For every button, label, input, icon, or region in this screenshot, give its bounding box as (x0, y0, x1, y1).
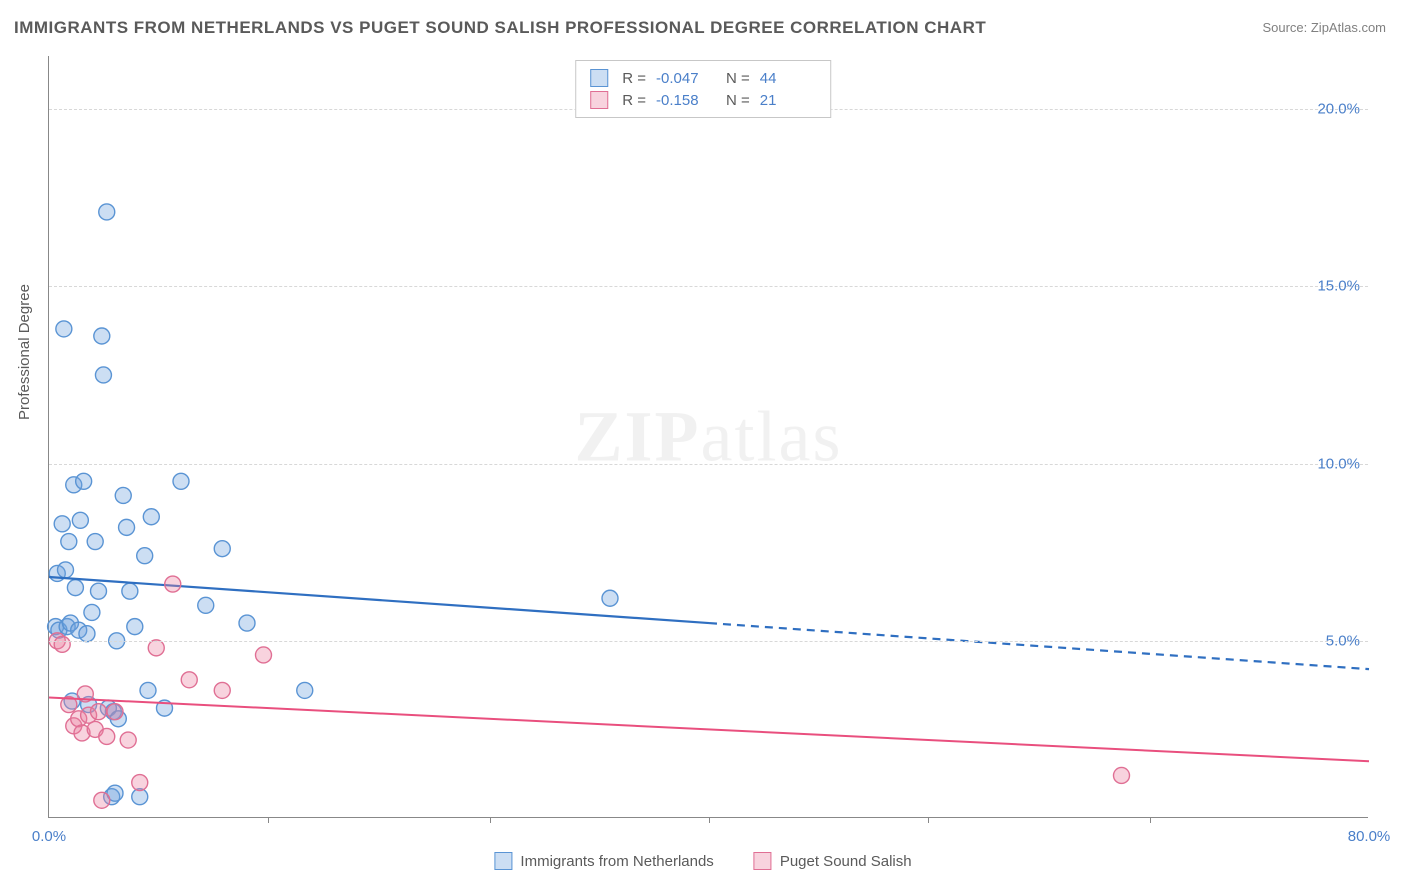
data-point (120, 732, 136, 748)
gridline (49, 641, 1368, 642)
x-tick-mark (928, 817, 929, 823)
data-point (239, 615, 255, 631)
legend-series-label: Puget Sound Salish (780, 853, 912, 870)
data-point (58, 562, 74, 578)
legend-stat-row: R = -0.047 N = 44 (590, 67, 816, 89)
legend-swatch (494, 852, 512, 870)
data-point (72, 512, 88, 528)
data-point (94, 792, 110, 808)
legend-series-label: Immigrants from Netherlands (520, 853, 713, 870)
data-point (181, 672, 197, 688)
source-label: Source: ZipAtlas.com (1262, 20, 1386, 35)
r-label: R = (622, 92, 646, 109)
data-point (148, 640, 164, 656)
legend-series-item: Immigrants from Netherlands (494, 852, 713, 870)
data-point (140, 682, 156, 698)
data-point (54, 516, 70, 532)
data-point (165, 576, 181, 592)
data-point (54, 636, 70, 652)
r-value: -0.158 (656, 92, 712, 109)
data-point (56, 321, 72, 337)
x-tick-mark (709, 817, 710, 823)
data-point (143, 509, 159, 525)
r-label: R = (622, 70, 646, 87)
data-point (67, 580, 83, 596)
plot-area: ZIPatlas 5.0%10.0%15.0%20.0%0.0%80.0% (48, 56, 1368, 818)
data-point (91, 704, 107, 720)
y-tick-label: 10.0% (1317, 455, 1360, 472)
data-point (1114, 767, 1130, 783)
data-point (137, 548, 153, 564)
data-point (79, 626, 95, 642)
y-axis-label: Professional Degree (16, 284, 33, 420)
x-tick-mark (1150, 817, 1151, 823)
data-point (95, 367, 111, 383)
x-tick-mark (268, 817, 269, 823)
legend-series-item: Puget Sound Salish (754, 852, 912, 870)
y-tick-label: 20.0% (1317, 101, 1360, 118)
data-point (99, 728, 115, 744)
y-tick-label: 15.0% (1317, 278, 1360, 295)
x-tick-mark (490, 817, 491, 823)
data-point (297, 682, 313, 698)
data-point (87, 534, 103, 550)
gridline (49, 286, 1368, 287)
legend-stats: R = -0.047 N = 44 R = -0.158 N = 21 (575, 60, 831, 118)
n-label: N = (726, 70, 750, 87)
data-point (173, 473, 189, 489)
data-point (76, 473, 92, 489)
n-value: 21 (760, 92, 816, 109)
data-point (84, 604, 100, 620)
data-point (99, 204, 115, 220)
data-point (602, 590, 618, 606)
n-value: 44 (760, 70, 816, 87)
data-point (122, 583, 138, 599)
legend-swatch (590, 91, 608, 109)
gridline (49, 464, 1368, 465)
data-point (127, 619, 143, 635)
data-point (115, 487, 131, 503)
data-point (198, 597, 214, 613)
trend-line-extrapolated (709, 623, 1369, 669)
data-point (107, 704, 123, 720)
n-label: N = (726, 92, 750, 109)
r-value: -0.047 (656, 70, 712, 87)
data-point (61, 534, 77, 550)
scatter-plot (49, 56, 1368, 817)
legend-swatch (590, 69, 608, 87)
chart-title: IMMIGRANTS FROM NETHERLANDS VS PUGET SOU… (14, 18, 986, 38)
data-point (214, 682, 230, 698)
x-tick-label: 80.0% (1348, 828, 1391, 845)
trend-line (49, 697, 1369, 761)
legend-series: Immigrants from Netherlands Puget Sound S… (494, 852, 911, 870)
data-point (256, 647, 272, 663)
x-tick-label: 0.0% (32, 828, 66, 845)
data-point (214, 541, 230, 557)
data-point (91, 583, 107, 599)
legend-stat-row: R = -0.158 N = 21 (590, 89, 816, 111)
data-point (132, 775, 148, 791)
data-point (94, 328, 110, 344)
y-tick-label: 5.0% (1326, 632, 1360, 649)
legend-swatch (754, 852, 772, 870)
data-point (119, 519, 135, 535)
